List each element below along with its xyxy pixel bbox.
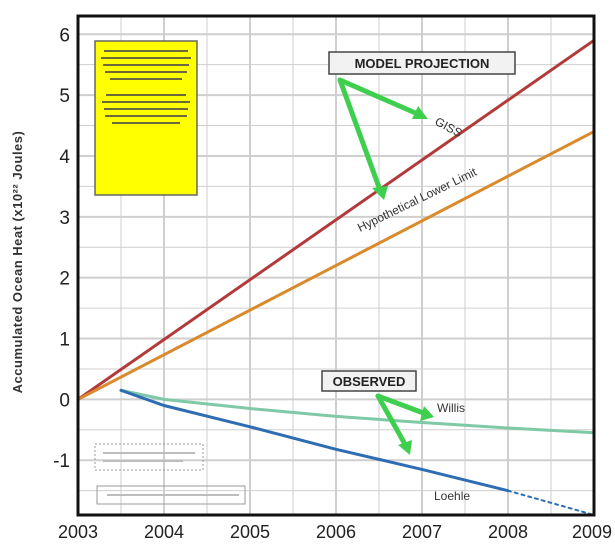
plot-frame bbox=[76, 14, 596, 517]
arrow-to-lower-limit-head bbox=[372, 186, 388, 200]
model-projection-callout: MODEL PROJECTION bbox=[328, 51, 516, 75]
x-tick-label: 2003 bbox=[58, 522, 98, 542]
y-tick-label: -1 bbox=[53, 451, 70, 472]
arrow-to-lower-limit bbox=[337, 77, 383, 193]
x-tick-label: 2005 bbox=[230, 522, 270, 542]
observed-label: OBSERVED bbox=[333, 374, 406, 389]
series-label-loehle: Loehle bbox=[434, 489, 470, 503]
y-tick-labels: -1 0 1 2 3 4 5 6 bbox=[53, 25, 70, 472]
x-tick-label: 2007 bbox=[402, 522, 442, 542]
series-layer bbox=[76, 38, 596, 516]
series-line-hypothetical-lower-limit bbox=[76, 130, 596, 401]
series-line-loehle bbox=[119, 388, 510, 493]
series-label-willis: Willis bbox=[437, 401, 465, 415]
y-tick-label: 4 bbox=[59, 147, 70, 168]
y-axis-label: Accumulated Ocean Heat (x10²² Joules) bbox=[10, 131, 25, 394]
arrow-to-giss-head bbox=[412, 106, 428, 119]
callout-arrows bbox=[337, 77, 434, 455]
arrow-to-willis bbox=[375, 393, 429, 417]
y-tick-label: 6 bbox=[59, 25, 70, 46]
y-tick-label: 1 bbox=[59, 330, 70, 351]
y-tick-label: 2 bbox=[59, 269, 70, 290]
y-tick-label: 5 bbox=[59, 86, 70, 107]
y-tick-label: 0 bbox=[59, 390, 70, 411]
series-line-giss bbox=[76, 38, 596, 401]
x-tick-label: 2006 bbox=[316, 522, 356, 542]
x-tick-label: 2004 bbox=[144, 522, 184, 542]
x-tick-label: 2009 bbox=[572, 522, 612, 542]
source-notes bbox=[94, 443, 246, 505]
arrow-to-loehle bbox=[375, 393, 409, 449]
arrow-to-willis-head bbox=[420, 406, 434, 421]
model-projection-label: MODEL PROJECTION bbox=[355, 56, 490, 71]
arrow-to-giss bbox=[337, 77, 423, 118]
series-line-willis bbox=[119, 388, 596, 435]
observed-callout: OBSERVED bbox=[321, 370, 417, 392]
x-tick-label: 2008 bbox=[488, 522, 528, 542]
note-box bbox=[94, 40, 198, 196]
y-tick-label: 3 bbox=[59, 208, 70, 229]
series-line-loehle-dotted bbox=[507, 489, 595, 516]
x-tick-labels: 2003 2004 2005 2006 2007 2008 2009 bbox=[58, 522, 612, 542]
arrow-to-loehle-head bbox=[398, 440, 412, 455]
